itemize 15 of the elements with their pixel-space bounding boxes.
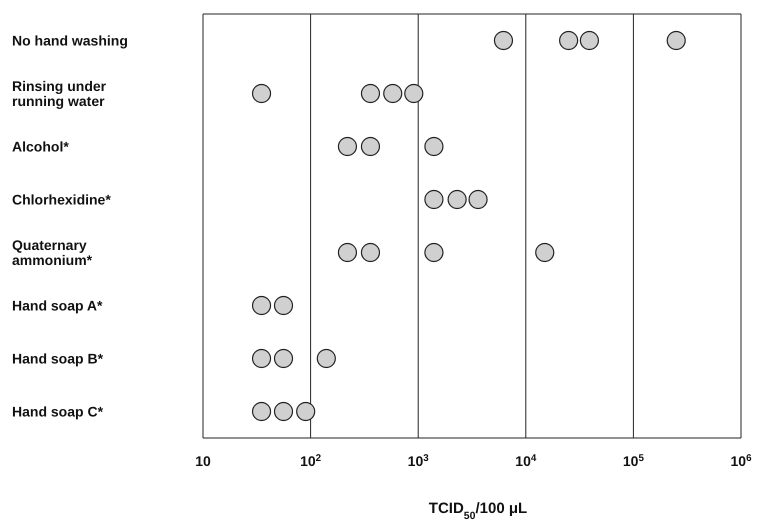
x-tick-label: 10 [195, 453, 211, 469]
x-tick-label: 10$^{5}$ [622, 452, 644, 469]
x-tick-label: 10$^{3}$ [408, 452, 430, 469]
x-axis-title: TCID$_{50}$/100 μL [428, 500, 528, 522]
y-tick-label: Hand soap C* [12, 404, 104, 420]
x-tick-label: 10$^{6}$ [730, 452, 752, 469]
y-tick-label: Quaternary ammonium* [12, 237, 93, 268]
y-tick-label: Chlorhexidine* [12, 192, 112, 208]
y-tick-label: Hand soap A* [12, 298, 104, 314]
y-tick-label: Alcohol* [12, 138, 70, 154]
y-tick-label: No hand washing [12, 32, 128, 48]
x-tick-label: 10$^{4}$ [515, 452, 537, 469]
y-tick-label: Rinsing under running water [12, 78, 107, 109]
x-tick-label: 10$^{2}$ [300, 452, 322, 469]
y-tick-label: Hand soap B* [12, 350, 104, 366]
